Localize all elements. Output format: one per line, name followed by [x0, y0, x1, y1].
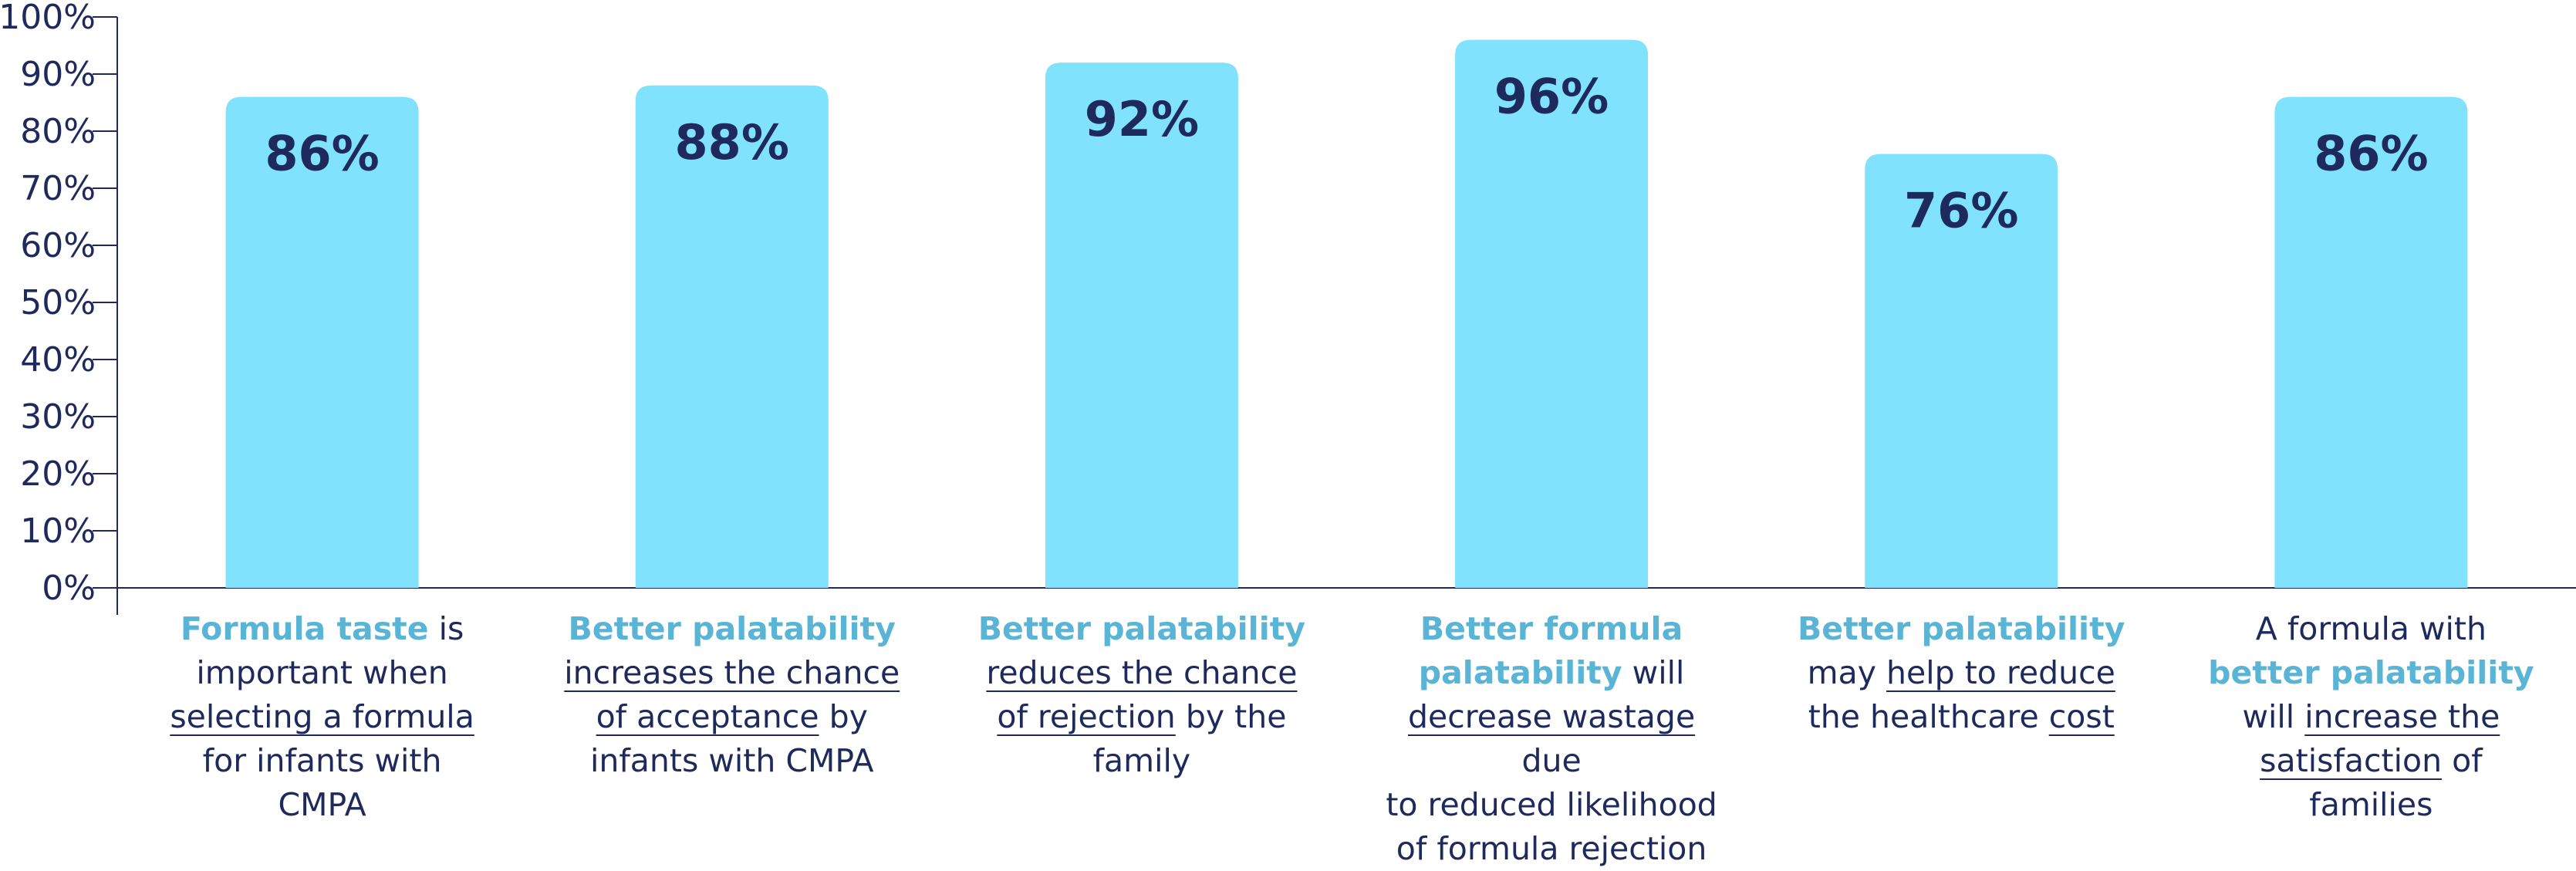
category-label-text: for infants with	[202, 742, 442, 779]
category-label-line: decrease wastage due	[1382, 695, 1721, 783]
x-category-label: A formula with better palatability will in…	[2201, 607, 2541, 827]
category-label-text: by	[819, 698, 868, 735]
category-label-line: for infants with	[153, 739, 492, 783]
category-label-text: help to reduce	[1886, 654, 2115, 691]
data-label: 76%	[1904, 183, 2018, 239]
category-label-text: will	[1622, 654, 1685, 691]
category-label-line: Better palatability	[1791, 607, 2131, 651]
category-label-text: of rejection	[997, 698, 1176, 735]
category-label-line: may help to reduce	[1791, 651, 2131, 695]
value-labels: 86% 88% 92% 96% 76% 86%	[265, 69, 2428, 239]
x-category-label: Better formula palatability will decrease …	[1382, 607, 1721, 871]
category-label-text: important when	[196, 654, 448, 691]
y-tick-label: 40%	[20, 340, 96, 380]
category-label-text: due	[1521, 742, 1582, 779]
category-label-line: Better palatability	[972, 607, 1312, 651]
bar-chart: 0% 10% 20% 30% 40% 50% 60% 70% 80% 90% 100% 86% 88%…	[0, 0, 2576, 615]
x-category-label: Better palatability increases the chance o…	[562, 607, 902, 783]
category-label-line: of acceptance by	[562, 695, 902, 739]
category-label-text: CMPA	[278, 786, 366, 823]
category-label-text: increases the chance	[564, 654, 900, 691]
y-tick-label: 60%	[20, 226, 96, 265]
category-label-line: reduces the chance	[972, 651, 1312, 695]
category-label-line: better palatability	[2201, 651, 2541, 695]
category-label-text: of formula rejection	[1396, 830, 1707, 867]
category-label-line: Better formula	[1382, 607, 1721, 651]
data-label: 92%	[1085, 91, 1199, 147]
category-label-text: A formula with	[2255, 610, 2487, 647]
category-label-line: family	[972, 739, 1312, 783]
bar	[635, 85, 829, 589]
bar	[1865, 154, 2058, 589]
data-label: 86%	[2314, 126, 2428, 182]
y-tick-label: 10%	[20, 511, 96, 551]
category-label-text: of acceptance	[596, 698, 819, 735]
y-tick-label: 30%	[20, 397, 96, 437]
data-label: 86%	[265, 126, 379, 182]
y-tick-label: 80%	[20, 112, 96, 151]
y-tick-label: 100%	[0, 0, 96, 37]
category-label-line: the healthcare cost	[1791, 695, 2131, 739]
category-label-text: the healthcare	[1808, 698, 2049, 735]
category-label-line: of rejection by the	[972, 695, 1312, 739]
category-label-text: Better formula	[1420, 610, 1683, 647]
category-label-text: better palatability	[2208, 654, 2534, 691]
category-label-text: family	[1092, 742, 1191, 779]
category-label-text: Better palatability	[568, 610, 896, 647]
axes	[116, 17, 2576, 615]
x-category-label: Better palatability reduces the chance of …	[972, 607, 1312, 783]
category-label-text: Better palatability	[977, 610, 1306, 647]
category-label-line: will increase the	[2201, 695, 2541, 739]
y-ticks: 0% 10% 20% 30% 40% 50% 60% 70% 80% 90% 100%	[0, 0, 117, 608]
y-tick-label: 20%	[20, 454, 96, 494]
category-label-text: Formula taste	[180, 610, 429, 647]
category-label-line: families	[2201, 783, 2541, 827]
category-label-text: to reduced likelihood	[1386, 786, 1717, 823]
category-label-text: infants with CMPA	[589, 742, 874, 779]
category-label-text: is	[428, 610, 464, 647]
category-label-line: CMPA	[153, 783, 492, 827]
bar	[225, 96, 419, 589]
category-label-text: palatability	[1418, 654, 1622, 691]
y-tick-label: 90%	[20, 55, 96, 94]
category-label-line: Formula taste is	[153, 607, 492, 651]
category-label-line: increases the chance	[562, 651, 902, 695]
category-label-text: of	[2442, 742, 2483, 779]
category-label-text: cost	[2048, 698, 2115, 735]
category-label-text: selecting a formula	[170, 698, 474, 735]
category-label-text: families	[2309, 786, 2433, 823]
category-label-line: A formula with	[2201, 607, 2541, 651]
x-category-label: Formula taste is important when selecting …	[153, 607, 492, 827]
category-label-text: reduces the chance	[986, 654, 1298, 691]
category-label-line: infants with CMPA	[562, 739, 902, 783]
category-label-text: decrease wastage	[1407, 698, 1696, 735]
bars	[225, 39, 2468, 589]
y-tick-label: 0%	[42, 569, 96, 608]
bar	[1045, 62, 1238, 588]
category-label-text: increase the	[2304, 698, 2500, 735]
y-tick-label: 70%	[20, 169, 96, 208]
category-label-line: satisfaction of	[2201, 739, 2541, 783]
bar	[2274, 96, 2468, 589]
category-label-line: Better palatability	[562, 607, 902, 651]
category-label-line: to reduced likelihood	[1382, 783, 1721, 827]
category-label-line: important when	[153, 651, 492, 695]
data-label: 88%	[675, 114, 789, 170]
data-label: 96%	[1494, 69, 1609, 125]
x-category-label: Better palatability may help to reduce the…	[1791, 607, 2131, 739]
category-label-line: palatability will	[1382, 651, 1721, 695]
category-label-text: by the	[1175, 698, 1287, 735]
category-label-text: may	[1807, 654, 1887, 691]
y-tick-label: 50%	[20, 283, 96, 322]
bar	[1455, 39, 1649, 589]
category-label-line: of formula rejection	[1382, 827, 1721, 871]
category-label-text: satisfaction	[2260, 742, 2443, 779]
category-label-text: will	[2242, 698, 2305, 735]
category-label-line: selecting a formula	[153, 695, 492, 739]
category-label-text: Better palatability	[1798, 610, 2125, 647]
